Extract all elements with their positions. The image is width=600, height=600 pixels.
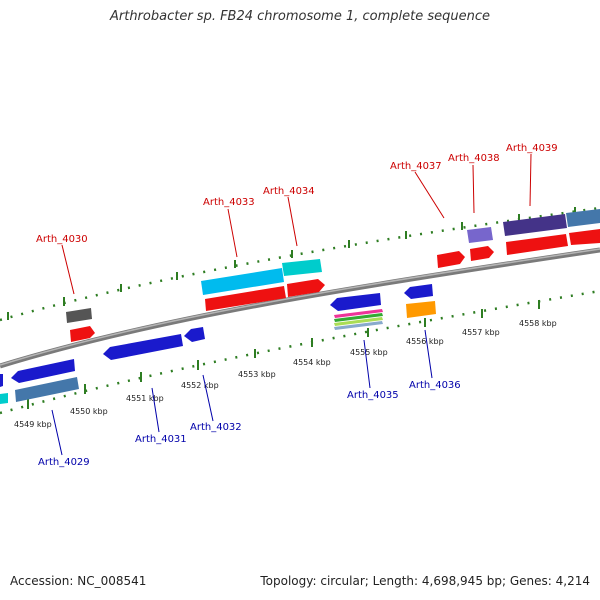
- upper-gene-features: [66, 209, 600, 342]
- gene-label: Arth_4038: [448, 153, 500, 164]
- gene-label: Arth_4034: [263, 186, 315, 197]
- scale-label: 4549 kbp: [14, 420, 52, 429]
- bottom-leader-lines: [51, 329, 433, 456]
- chromosome-backbone: [0, 247, 600, 369]
- upper-major-ticks: [7, 207, 576, 320]
- top-leader-lines: [61, 153, 532, 295]
- map-title: Arthrobacter sp. FB24 chromosome 1, comp…: [109, 9, 491, 24]
- gene-feature: [334, 317, 383, 326]
- lower-major-ticks: [27, 300, 540, 409]
- gene-feature: [503, 214, 567, 236]
- scale-label: 4556 kbp: [406, 337, 444, 346]
- gene-label: Arth_4035: [347, 390, 399, 401]
- gene-feature: [334, 313, 383, 322]
- gene-feature: [201, 268, 284, 295]
- gene-feature: [282, 259, 322, 276]
- gene-label: Arth_4030: [36, 234, 88, 245]
- gene-label: Arth_4031: [135, 434, 187, 445]
- scale-label: 4552 kbp: [181, 381, 219, 390]
- gene-label: Arth_4032: [190, 422, 242, 433]
- scale-label: 4553 kbp: [238, 370, 276, 379]
- gene-feature: [406, 301, 436, 318]
- gene-feature: [11, 359, 75, 383]
- top-gene-labels: Arth_4030 Arth_4033 Arth_4034 Arth_4037 …: [36, 143, 558, 245]
- gene-feature: [334, 309, 383, 318]
- gene-feature: [566, 209, 600, 227]
- gene-feature: [0, 374, 3, 387]
- gene-feature: [404, 284, 433, 299]
- gene-feature: [467, 227, 493, 243]
- lower-gene-features: [0, 284, 436, 404]
- gene-feature: [0, 393, 8, 404]
- gene-feature: [205, 286, 286, 311]
- gene-feature: [437, 251, 465, 268]
- gene-feature: [70, 326, 95, 342]
- gene-feature: [334, 321, 383, 330]
- scale-label: 4557 kbp: [462, 328, 500, 337]
- gene-feature: [184, 327, 205, 342]
- gene-feature: [103, 334, 183, 360]
- gene-feature: [330, 293, 381, 311]
- gene-feature: [506, 234, 568, 255]
- gene-feature: [66, 308, 92, 323]
- gene-feature: [287, 279, 325, 297]
- gene-feature: [569, 229, 600, 245]
- scale-labels: 4549 kbp 4550 kbp 4551 kbp 4552 kbp 4553…: [14, 319, 557, 429]
- topology-text: Topology: circular; Length: 4,698,945 bp…: [260, 574, 590, 588]
- gene-feature: [15, 377, 79, 402]
- gene-label: Arth_4037: [390, 161, 442, 172]
- gene-label: Arth_4029: [38, 457, 90, 468]
- scale-label: 4554 kbp: [293, 358, 331, 367]
- scale-label: 4551 kbp: [126, 394, 164, 403]
- scale-label: 4555 kbp: [350, 348, 388, 357]
- scale-label: 4558 kbp: [519, 319, 557, 328]
- bottom-gene-labels: Arth_4029 Arth_4031 Arth_4032 Arth_4035 …: [38, 380, 461, 468]
- accession-text: Accession: NC_008541: [10, 574, 147, 588]
- gene-feature: [470, 246, 494, 261]
- gene-label: Arth_4039: [506, 143, 558, 154]
- gene-label: Arth_4036: [409, 380, 461, 391]
- lower-tick-track: [0, 289, 600, 415]
- gene-label: Arth_4033: [203, 197, 255, 208]
- scale-label: 4550 kbp: [70, 407, 108, 416]
